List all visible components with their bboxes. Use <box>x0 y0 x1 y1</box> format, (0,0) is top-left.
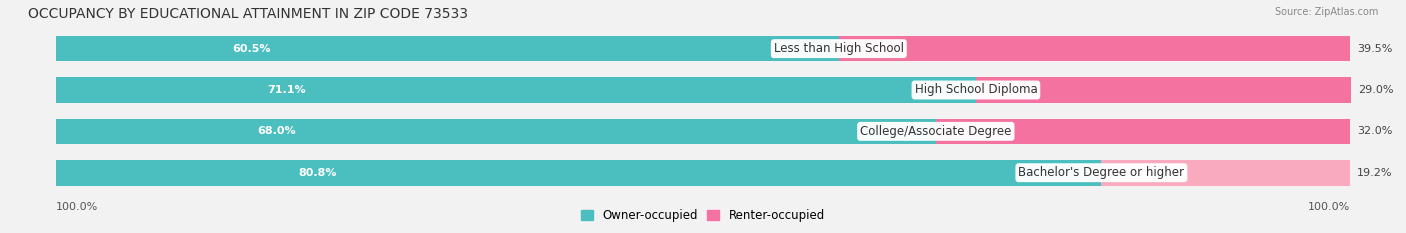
Legend: Owner-occupied, Renter-occupied: Owner-occupied, Renter-occupied <box>576 205 830 227</box>
Text: Source: ZipAtlas.com: Source: ZipAtlas.com <box>1274 7 1378 17</box>
Text: 32.0%: 32.0% <box>1357 126 1392 136</box>
Text: OCCUPANCY BY EDUCATIONAL ATTAINMENT IN ZIP CODE 73533: OCCUPANCY BY EDUCATIONAL ATTAINMENT IN Z… <box>28 7 468 21</box>
Text: 68.0%: 68.0% <box>257 126 295 136</box>
Text: High School Diploma: High School Diploma <box>914 83 1038 96</box>
Text: 71.1%: 71.1% <box>267 85 305 95</box>
Text: 100.0%: 100.0% <box>56 202 98 212</box>
Text: 39.5%: 39.5% <box>1357 44 1392 54</box>
Text: Less than High School: Less than High School <box>773 42 904 55</box>
Text: 19.2%: 19.2% <box>1357 168 1392 178</box>
Text: 60.5%: 60.5% <box>232 44 271 54</box>
Text: 80.8%: 80.8% <box>298 168 337 178</box>
Text: Bachelor's Degree or higher: Bachelor's Degree or higher <box>1018 166 1184 179</box>
Text: 29.0%: 29.0% <box>1358 85 1393 95</box>
Text: 100.0%: 100.0% <box>1308 202 1350 212</box>
Text: College/Associate Degree: College/Associate Degree <box>860 125 1011 138</box>
